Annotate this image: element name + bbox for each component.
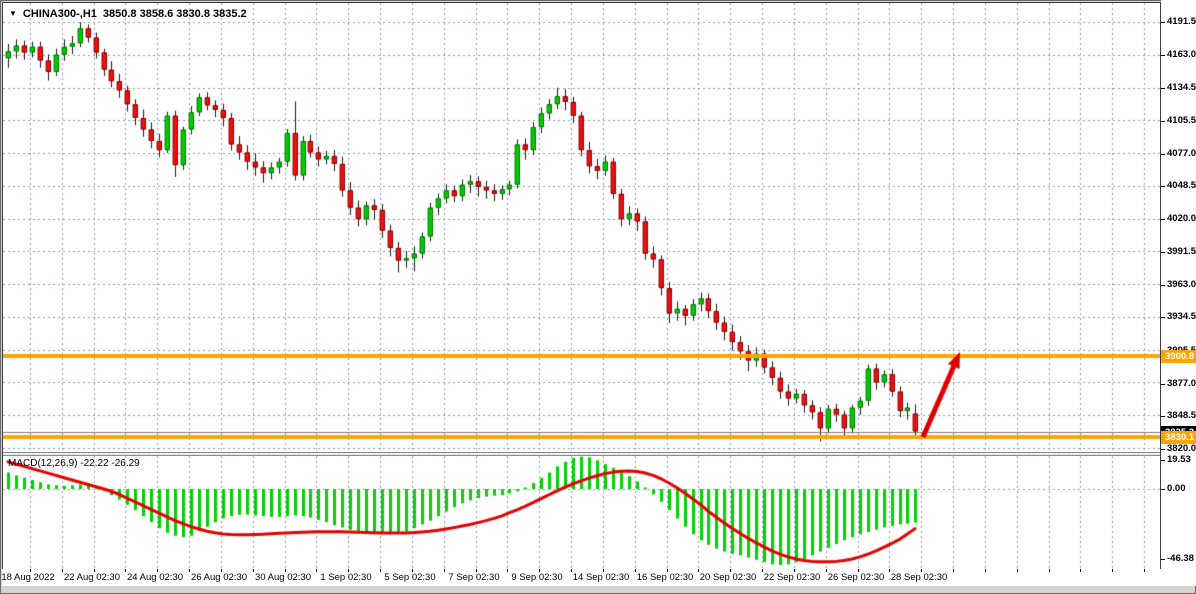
- time-axis-label: 9 Sep 02:30: [511, 572, 563, 583]
- hline-price-tag: 3900.8: [1161, 350, 1196, 363]
- hline-price-tag: 3830.1: [1161, 431, 1196, 444]
- macd-axis-label: 19.53: [1167, 454, 1191, 465]
- time-axis-tick: [1144, 569, 1145, 572]
- time-axis-tick: [412, 569, 413, 572]
- price-axis-label: 3963.0: [1167, 279, 1196, 290]
- chart-title: ▼ CHINA300-,H1 3850.8 3858.6 3830.8 3835…: [9, 7, 247, 21]
- time-axis-tick: [221, 569, 222, 572]
- time-axis-tick: [985, 569, 986, 572]
- price-axis-label: 3820.0: [1167, 443, 1196, 454]
- time-axis-label: 18 Aug 2022: [1, 572, 55, 583]
- price-axis-tick: [1161, 88, 1165, 89]
- macd-indicator-label: MACD(12,26,9) -22.22 -26.29: [8, 458, 140, 469]
- price-axis-label: 3991.5: [1167, 246, 1196, 257]
- time-axis-label: 28 Sep 02:30: [890, 572, 948, 583]
- time-axis-tick: [62, 569, 63, 572]
- price-axis-label: 4020.0: [1167, 213, 1196, 224]
- macd-axis-tick: [1161, 460, 1165, 461]
- time-axis-tick: [507, 569, 508, 572]
- time-axis-label: 1 Sep 02:30: [320, 572, 372, 583]
- time-axis-tick: [285, 569, 286, 572]
- time-axis-tick: [539, 569, 540, 572]
- price-axis-tick: [1161, 252, 1165, 253]
- ohlc-values-label: 3850.8 3858.6 3830.8 3835.2: [102, 8, 247, 20]
- time-axis-tick: [380, 569, 381, 572]
- macd-axis-tick: [1161, 489, 1165, 490]
- time-axis-label: 5 Sep 02:30: [384, 572, 436, 583]
- price-axis-label: 3848.5: [1167, 410, 1196, 421]
- time-axis-tick: [858, 569, 859, 572]
- chart-frame: ▼ CHINA300-,H1 3850.8 3858.6 3830.8 3835…: [2, 2, 1161, 570]
- time-axis-tick: [316, 569, 317, 572]
- time-axis-tick: [1017, 569, 1018, 572]
- time-axis-tick: [253, 569, 254, 572]
- price-axis-label: 3877.0: [1167, 378, 1196, 389]
- time-axis-tick: [762, 569, 763, 572]
- price-axis-tick: [1161, 22, 1165, 23]
- price-axis-tick: [1161, 317, 1165, 318]
- time-axis-label: 14 Sep 02:30: [572, 572, 630, 583]
- time-axis-label: 26 Sep 02:30: [827, 572, 885, 583]
- price-axis-label: 4048.5: [1167, 180, 1196, 191]
- price-axis-label: 4163.0: [1167, 49, 1196, 60]
- symbol-dropdown-icon[interactable]: ▼: [9, 9, 17, 18]
- time-axis-tick: [189, 569, 190, 572]
- time-axis-tick: [125, 569, 126, 572]
- time-axis-tick: [1080, 569, 1081, 572]
- price-axis-tick: [1161, 154, 1165, 155]
- price-axis-label: 4191.5: [1167, 16, 1196, 27]
- time-axis-label: 16 Sep 02:30: [636, 572, 694, 583]
- time-axis-tick: [476, 569, 477, 572]
- time-axis-tick: [94, 569, 95, 572]
- price-axis-tick: [1161, 219, 1165, 220]
- price-axis-tick: [1161, 55, 1165, 56]
- time-axis-tick: [730, 569, 731, 572]
- time-axis-label: 22 Sep 02:30: [763, 572, 821, 583]
- time-axis[interactable]: 18 Aug 2022 22 Aug 02:30 24 Aug 02:30 26 Au…: [1, 569, 1161, 586]
- time-axis-label: 30 Aug 02:30: [255, 572, 311, 583]
- panel-divider-handle[interactable]: [3, 452, 1160, 456]
- price-axis[interactable]: 4191.5 4163.0 4134.5 4105.5 4077.0 4048.5 4020…: [1161, 0, 1196, 586]
- macd-axis-label: 0.00: [1167, 483, 1186, 494]
- time-axis-tick: [1049, 569, 1050, 572]
- time-axis-tick: [953, 569, 954, 572]
- time-axis-label: 22 Aug 02:30: [64, 572, 120, 583]
- time-axis-label: 24 Aug 02:30: [127, 572, 183, 583]
- price-axis-label: 3934.5: [1167, 311, 1196, 322]
- time-axis-tick: [157, 569, 158, 572]
- time-axis-tick: [1112, 569, 1113, 572]
- price-and-macd-chart-canvas[interactable]: [3, 3, 1160, 569]
- price-axis-tick: [1161, 384, 1165, 385]
- time-axis-label: 26 Aug 02:30: [191, 572, 247, 583]
- time-axis-tick: [826, 569, 827, 572]
- price-axis-tick: [1161, 449, 1165, 450]
- time-axis-label: 7 Sep 02:30: [448, 572, 500, 583]
- time-axis-tick: [889, 569, 890, 572]
- price-axis-label: 4077.0: [1167, 148, 1196, 159]
- time-axis-tick: [921, 569, 922, 572]
- macd-axis-label: -46.38: [1167, 553, 1194, 564]
- time-axis-tick: [30, 569, 31, 572]
- price-axis-tick: [1161, 416, 1165, 417]
- time-axis-tick: [635, 569, 636, 572]
- price-axis-tick: [1161, 285, 1165, 286]
- time-axis-tick: [667, 569, 668, 572]
- price-axis-label: 4134.5: [1167, 82, 1196, 93]
- price-axis-label: 4105.5: [1167, 115, 1196, 126]
- symbol-timeframe-label: CHINA300-,H1: [22, 8, 97, 20]
- time-axis-tick: [348, 569, 349, 572]
- price-axis-tick: [1161, 121, 1165, 122]
- macd-axis-tick: [1161, 559, 1165, 560]
- time-axis-tick: [444, 569, 445, 572]
- price-axis-tick: [1161, 186, 1165, 187]
- time-axis-tick: [794, 569, 795, 572]
- time-axis-tick: [571, 569, 572, 572]
- time-axis-tick: [603, 569, 604, 572]
- time-axis-tick: [698, 569, 699, 572]
- time-axis-label: 20 Sep 02:30: [699, 572, 757, 583]
